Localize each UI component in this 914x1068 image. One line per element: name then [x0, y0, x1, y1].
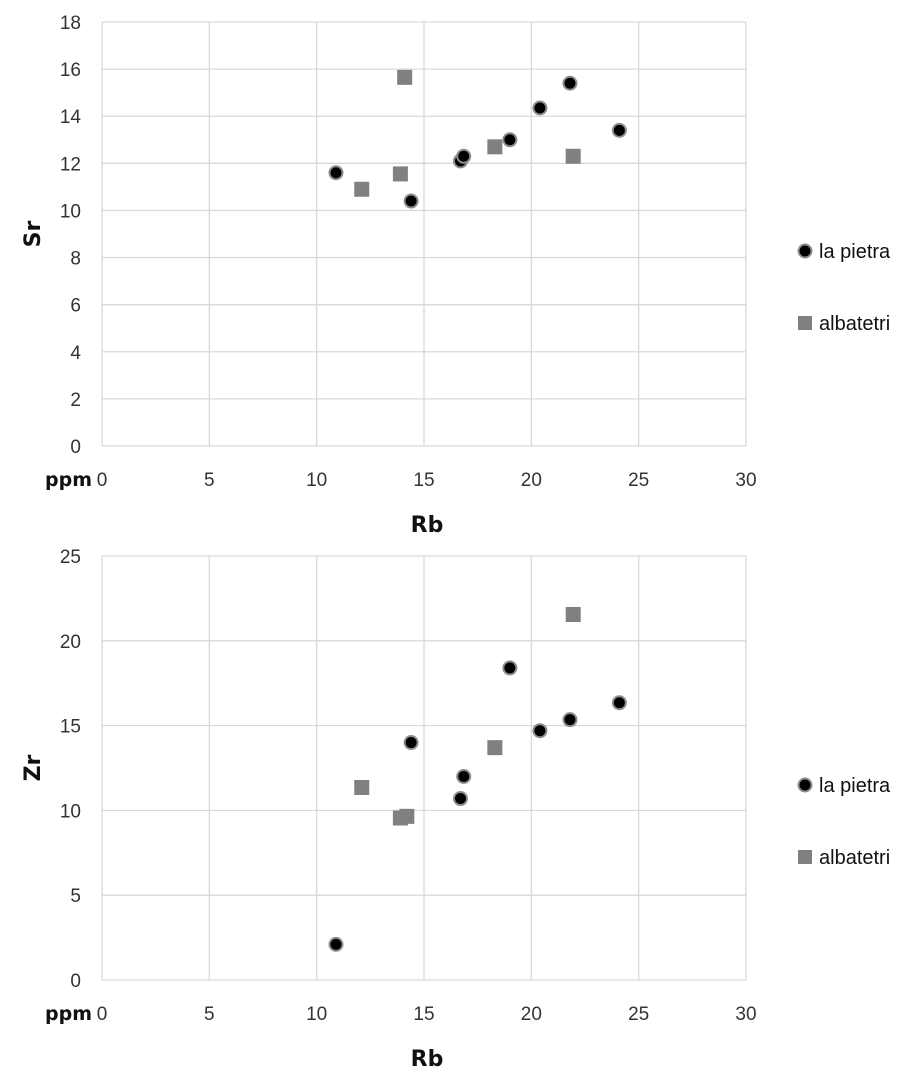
x-tick-label: 20 — [521, 470, 542, 491]
x-tick-label: 5 — [204, 1004, 215, 1025]
data-point — [403, 735, 419, 751]
y-tick-label: 10 — [60, 201, 81, 222]
data-point — [532, 100, 548, 116]
unit-label: ppm — [45, 469, 92, 491]
data-point — [487, 139, 503, 155]
data-point — [502, 132, 518, 148]
unit-label: ppm — [45, 1003, 92, 1025]
data-point — [562, 712, 578, 728]
chart-zr-vs-rb: 0 5 10 15 20 25 0 5 10 15 20 25 30 ppm Rb Zr la pietra al… — [21, 547, 891, 1068]
legend-marker-square — [798, 850, 812, 864]
data-point — [487, 740, 503, 756]
series-albatetri — [354, 607, 581, 826]
data-point — [328, 936, 344, 952]
legend-label: la pietra — [819, 775, 891, 797]
series-albatetri — [354, 69, 581, 197]
y-tick-label: 25 — [60, 547, 81, 568]
x-axis-title: Rb — [411, 513, 444, 534]
data-point — [565, 148, 581, 164]
x-tick-label: 0 — [97, 1004, 108, 1025]
data-point — [456, 768, 472, 784]
x-tick-label: 30 — [735, 470, 756, 491]
legend-label: la pietra — [819, 241, 891, 263]
x-axis-title: Rb — [411, 1047, 444, 1068]
data-point — [565, 607, 581, 623]
y-tick-label: 12 — [60, 154, 81, 175]
x-tick-label: 0 — [97, 470, 108, 491]
y-tick-label: 20 — [60, 632, 81, 653]
y-tick-label: 8 — [70, 249, 81, 270]
data-point — [392, 166, 408, 182]
legend-entry-albatetri: albatetri — [798, 313, 890, 335]
y-tick-label: 14 — [60, 107, 82, 128]
y-tick-label: 15 — [60, 717, 81, 738]
legend-entry-la-pietra: la pietra — [797, 241, 891, 263]
data-point — [611, 695, 627, 711]
data-point — [562, 75, 578, 91]
series-la-pietra — [328, 75, 627, 209]
legend-label: albatetri — [819, 313, 890, 335]
y-tick-label: 0 — [70, 971, 81, 992]
x-tick-label: 25 — [628, 470, 649, 491]
data-point — [354, 181, 370, 197]
legend-marker-square — [798, 316, 812, 330]
legend-entry-la-pietra: la pietra — [797, 775, 891, 797]
y-tick-label: 6 — [70, 296, 81, 317]
y-axis-title: Zr — [21, 754, 46, 781]
x-tick-label: 15 — [413, 1004, 434, 1025]
gridlines — [101, 555, 747, 981]
legend-marker-circle — [797, 777, 813, 793]
x-tick-label: 10 — [306, 470, 327, 491]
x-tick-label: 20 — [521, 1004, 542, 1025]
x-tick-label: 30 — [735, 1004, 756, 1025]
data-point — [611, 122, 627, 138]
y-tick-label: 10 — [60, 801, 81, 822]
y-axis-title: Sr — [21, 221, 46, 248]
chart-sr-vs-rb: 0 2 4 6 8 10 12 14 16 18 0 5 10 15 20 25 30 ppm Rb Sr la pie… — [21, 13, 891, 534]
data-point — [399, 808, 415, 824]
y-tick-label: 4 — [70, 343, 81, 364]
gridlines — [101, 21, 747, 447]
y-tick-label: 2 — [70, 390, 81, 411]
y-tick-label: 16 — [60, 60, 81, 81]
legend-label: albatetri — [819, 847, 890, 869]
y-tick-label: 0 — [70, 437, 81, 458]
series-la-pietra — [328, 660, 627, 952]
x-tick-label: 10 — [306, 1004, 327, 1025]
legend-entry-albatetri: albatetri — [798, 847, 890, 869]
data-point — [354, 780, 370, 796]
y-tick-label: 18 — [60, 13, 81, 34]
x-tick-label: 25 — [628, 1004, 649, 1025]
x-tick-label: 5 — [204, 470, 215, 491]
data-point — [502, 660, 518, 676]
data-point — [532, 723, 548, 739]
data-point — [403, 193, 419, 209]
data-point — [452, 791, 468, 807]
legend-marker-circle — [797, 243, 813, 259]
x-tick-label: 15 — [413, 470, 434, 491]
data-point — [328, 165, 344, 181]
y-tick-label: 5 — [70, 886, 81, 907]
data-point — [456, 148, 472, 164]
data-point — [397, 69, 413, 85]
